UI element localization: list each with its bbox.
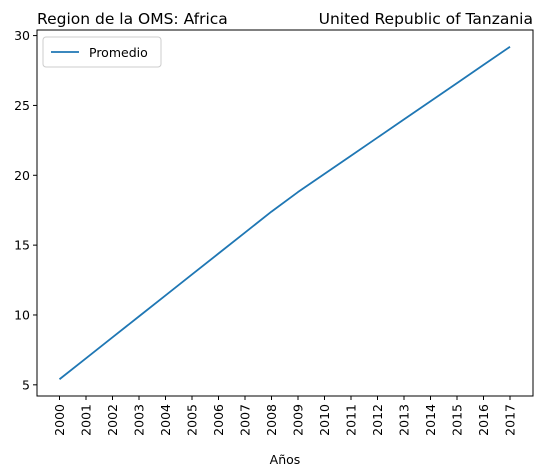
x-tick-label: 2004 (158, 404, 173, 436)
legend-box (42, 36, 162, 68)
series-layer (58, 46, 511, 380)
y-tick-label: 15 (14, 238, 30, 253)
y-tick-label: 25 (14, 98, 30, 113)
y-tick-label: 5 (22, 377, 30, 392)
x-tick-label: 2014 (423, 404, 438, 436)
x-tick-label: 2003 (132, 404, 147, 436)
x-tick-label: 2017 (503, 404, 518, 436)
x-axis: 2000 2001 2002 2003 2004 2005 2006 2007 2008 2009… (52, 396, 518, 436)
legend: Promedio (42, 36, 162, 68)
x-tick-label: 2015 (450, 404, 465, 436)
y-tick-label: 20 (14, 168, 30, 183)
x-tick-label: 2001 (79, 404, 94, 436)
x-tick-label: 2000 (52, 404, 67, 436)
x-tick-label: 2002 (105, 404, 120, 436)
y-tick-label: 30 (14, 28, 30, 43)
y-axis: 5 10 15 20 25 30 (14, 28, 37, 392)
x-tick-label: 2006 (211, 404, 226, 436)
y-tick-label: 10 (14, 307, 30, 322)
chart-title-right: United Republic of Tanzania (319, 10, 533, 28)
x-tick-label: 2012 (370, 404, 385, 436)
x-tick-label: 2007 (238, 404, 253, 436)
chart-title-left: Region de la OMS: Africa (37, 10, 228, 28)
x-tick-label: 2009 (291, 404, 306, 436)
x-tick-label: 2013 (397, 404, 412, 436)
series-line-promedio (58, 46, 511, 380)
x-tick-label: 2008 (264, 404, 279, 436)
x-tick-label: 2005 (185, 404, 200, 436)
plot-area (36, 29, 534, 397)
x-tick-label: 2016 (476, 404, 491, 436)
x-axis-label: Años (270, 452, 301, 467)
x-tick-label: 2011 (344, 404, 359, 436)
legend-label-promedio: Promedio (89, 45, 148, 60)
x-tick-label: 2010 (317, 404, 332, 436)
